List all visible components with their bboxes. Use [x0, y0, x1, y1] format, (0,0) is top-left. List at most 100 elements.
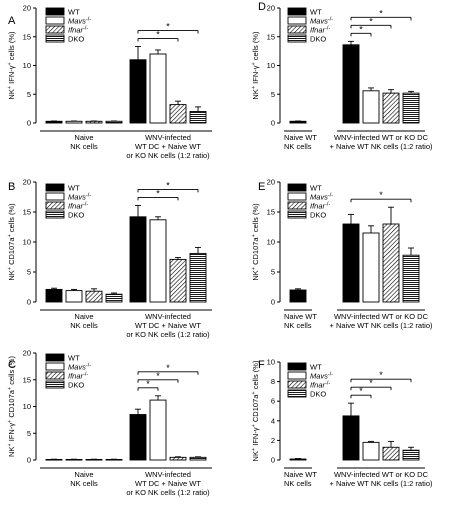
group-label: Naive	[74, 312, 93, 321]
legend-label-text: DKO	[68, 381, 84, 390]
bar	[342, 415, 360, 461]
legend-label-text: WT	[310, 363, 322, 372]
bar	[189, 252, 207, 303]
significance-star: *	[379, 190, 383, 200]
legend-swatch	[287, 192, 307, 201]
legend-swatch	[45, 201, 65, 210]
y-axis-title-sup: +	[7, 387, 13, 390]
bar	[169, 456, 187, 461]
bar	[85, 290, 103, 303]
bar	[362, 90, 380, 124]
legend-label: DKO	[68, 35, 84, 44]
y-axis-title-part: cells (%)	[251, 203, 260, 234]
y-tick-label: 6	[271, 397, 275, 406]
bar	[149, 219, 167, 303]
panel-letter: F	[258, 359, 265, 371]
bar	[402, 92, 420, 124]
y-tick-label: 5	[27, 268, 31, 277]
y-tick-label: 8	[271, 377, 275, 386]
legend-swatch	[45, 7, 65, 16]
legend-label-sup: -/-	[83, 26, 88, 32]
bar	[362, 441, 380, 461]
legend-label: Mavs-/-	[310, 17, 333, 26]
y-tick-label: 0	[271, 298, 275, 307]
bar	[149, 399, 167, 461]
bar	[289, 120, 307, 124]
significance-star: *	[369, 16, 373, 26]
legend-label-text: DKO	[68, 211, 84, 220]
legend-label: Ifnar-/-	[68, 372, 88, 381]
group-label: WT DC + Naive WT	[135, 142, 201, 151]
legend-label-sup: -/-	[328, 193, 333, 199]
bar	[289, 289, 307, 303]
y-tick-label: 20	[23, 349, 31, 358]
y-tick-label: 0	[271, 456, 275, 465]
y-axis-title-part: NK	[251, 89, 260, 99]
y-tick-label: 0	[27, 119, 31, 128]
legend-label-text: Ifnar	[310, 381, 326, 390]
y-tick-label: 15	[23, 375, 31, 384]
legend-label-sup: -/-	[325, 202, 330, 208]
y-axis-title-part: NK	[7, 270, 16, 280]
legend-label: Mavs-/-	[310, 193, 333, 202]
bar	[382, 446, 400, 461]
significance-star: *	[146, 379, 150, 389]
y-axis-title: NK+ CD107a+ cells (%)	[7, 203, 16, 281]
legend-label: WT	[310, 363, 322, 372]
legend-label: Ifnar-/-	[310, 381, 330, 390]
y-axis-title-part: cells (%)	[7, 203, 16, 234]
legend-label-text: WT	[68, 354, 80, 363]
group-label: NK cells	[70, 321, 98, 330]
legend-label-sup: -/-	[325, 381, 330, 387]
legend-label-sup: -/-	[86, 17, 91, 23]
y-tick-label: 10	[267, 358, 275, 367]
significance-star: *	[379, 370, 383, 380]
significance-star: *	[369, 378, 373, 388]
group-label: WT DC + Naive WT	[135, 321, 201, 330]
y-tick-label: 20	[267, 178, 275, 187]
y-tick-label: 10	[23, 238, 31, 247]
legend-swatch	[287, 371, 307, 380]
y-tick-label: 5	[27, 90, 31, 99]
y-axis-title-sup: +	[7, 62, 13, 65]
y-tick-label: 10	[23, 402, 31, 411]
legend-swatch	[287, 34, 307, 43]
y-axis-title-part: NK	[251, 270, 260, 280]
legend-label-text: Ifnar	[68, 26, 84, 35]
y-axis-title-sup: +	[251, 267, 257, 270]
legend-swatch	[287, 389, 307, 398]
panel-letter: B	[8, 181, 15, 193]
bar	[382, 223, 400, 303]
legend-swatch	[45, 380, 65, 389]
bar	[342, 44, 360, 124]
significance-star: *	[156, 371, 160, 381]
legend-swatch	[45, 16, 65, 25]
legend-label-text: DKO	[68, 35, 84, 44]
legend-label: DKO	[310, 211, 326, 220]
y-axis-title-part: cells (%)	[7, 356, 16, 387]
bar	[149, 53, 167, 124]
legend-label-sup: -/-	[325, 26, 330, 32]
y-axis-title-sup: +	[7, 267, 13, 270]
legend-swatch	[287, 380, 307, 389]
y-tick-label: 20	[23, 178, 31, 187]
y-tick-label: 0	[27, 298, 31, 307]
bar	[169, 258, 187, 303]
legend-label-sup: -/-	[83, 372, 88, 378]
bar	[129, 59, 147, 124]
y-axis-title-part: IFN-γ	[251, 427, 260, 448]
y-tick-label: 10	[267, 61, 275, 70]
legend-label: Mavs-/-	[68, 363, 91, 372]
group-label: Naive	[74, 470, 93, 479]
legend-label: DKO	[68, 211, 84, 220]
legend-swatch	[45, 183, 65, 192]
y-axis-title-sup: +	[7, 420, 13, 423]
legend-label-text: Mavs	[310, 372, 328, 381]
legend-label-sup: -/-	[83, 202, 88, 208]
group-label: WNV-infected	[145, 470, 191, 479]
legend-swatch	[45, 210, 65, 219]
legend-label-text: Ifnar	[68, 202, 84, 211]
